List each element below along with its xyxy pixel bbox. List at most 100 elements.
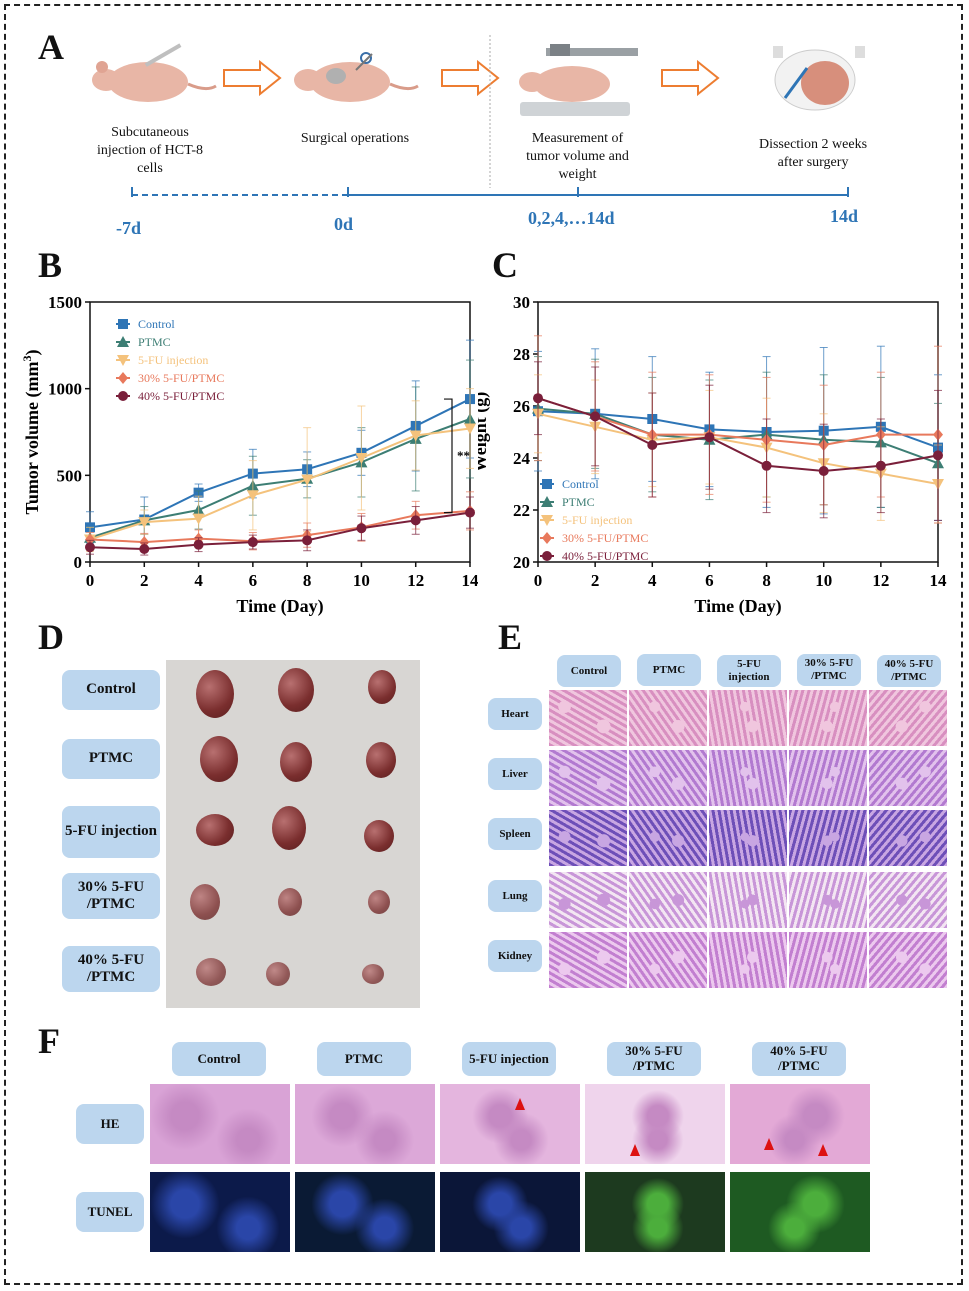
tumor-image <box>272 806 306 850</box>
series-line <box>537 397 939 473</box>
series-line <box>537 410 939 449</box>
histology-tile <box>709 872 787 928</box>
data-point <box>192 513 205 525</box>
he-stain-tile <box>440 1084 580 1164</box>
series-line <box>89 511 471 551</box>
step-text-surgery: Surgical operations <box>300 131 410 146</box>
series-line <box>537 397 938 447</box>
y-tick-label: 28 <box>513 345 530 364</box>
x-tick-label: 12 <box>872 571 889 590</box>
tumor-image <box>362 964 384 984</box>
histology-tile <box>549 750 627 806</box>
x-tick-label: 0 <box>534 571 543 590</box>
e-row-label: Lung <box>488 880 542 912</box>
histology-tile <box>869 872 947 928</box>
data-point <box>590 411 601 422</box>
histology-tile <box>709 750 787 806</box>
histology-tile <box>549 690 627 746</box>
day-label-14: 14d <box>830 206 859 226</box>
mouse-injection-illustration <box>92 43 217 102</box>
e-column-header: PTMC <box>637 654 701 686</box>
tumor-image <box>196 958 226 986</box>
data-point <box>933 450 943 461</box>
e-row-label: Spleen <box>488 818 542 850</box>
x-tick-label: 2 <box>140 571 149 590</box>
data-point <box>193 539 204 550</box>
data-point <box>875 460 886 471</box>
y-tick-label: 22 <box>513 501 530 520</box>
panel-b-label: B <box>38 245 63 285</box>
histology-tile <box>869 810 947 866</box>
day-label-0-14: 0,2,4,…14d <box>528 208 615 228</box>
y-axis-title: Tumor volume (mm3) <box>20 350 43 515</box>
panel-a-label: A <box>38 27 64 67</box>
histology-tile <box>629 690 707 746</box>
he-stain-tile <box>730 1084 870 1164</box>
data-point <box>761 460 772 471</box>
tumor-photo <box>166 660 420 1008</box>
data-point <box>138 517 151 529</box>
x-tick-label: 14 <box>462 571 479 590</box>
histology-tile <box>709 932 787 988</box>
legend-label: 5-FU injection <box>138 353 208 367</box>
x-tick-label: 4 <box>648 571 657 590</box>
data-point <box>118 319 128 329</box>
data-point <box>409 430 422 442</box>
x-axis-title: Time (Day) <box>236 596 323 617</box>
mouse-surgery-illustration <box>294 52 419 102</box>
y-axis-title: Weight (g) <box>478 392 491 473</box>
data-point <box>533 393 543 404</box>
step-text-measurement: Measurement of tumor volume and weight <box>526 131 629 182</box>
data-point <box>117 355 129 366</box>
d-group-control: Control <box>62 670 160 710</box>
e-column-header: 40% 5-FU /PTMC <box>877 655 941 687</box>
day-label-minus7: -7d <box>116 218 142 238</box>
d-group-40: 40% 5-FU /PTMC <box>62 946 160 992</box>
data-point <box>301 474 314 486</box>
x-tick-label: 12 <box>407 571 424 590</box>
histology-tile <box>789 932 867 988</box>
y-tick-label: 0 <box>74 553 83 572</box>
histology-tile <box>789 750 867 806</box>
x-tick-label: 14 <box>930 571 948 590</box>
red-arrow-icon <box>764 1138 774 1150</box>
x-tick-label: 0 <box>86 571 95 590</box>
data-point <box>542 532 552 544</box>
histology-tile <box>629 750 707 806</box>
step-text-injection: Subcutaneous injection of HCT-8 cells <box>96 125 204 176</box>
red-arrow-icon <box>630 1144 640 1156</box>
histology-tile <box>709 810 787 866</box>
x-tick-label: 2 <box>591 571 600 590</box>
legend-label: 5-FU injection <box>562 513 632 527</box>
he-stain-tile <box>150 1084 290 1164</box>
x-tick-label: 10 <box>353 571 370 590</box>
y-tick-label: 30 <box>513 293 530 312</box>
data-point <box>302 535 313 546</box>
legend-label: 30% 5-FU/PTMC <box>562 531 648 545</box>
d-group-ptmc: PTMC <box>62 739 160 779</box>
histology-tile <box>549 810 627 866</box>
histology-tile <box>629 872 707 928</box>
panel-d-label: D <box>38 617 64 657</box>
legend-label: 40% 5-FU/PTMC <box>138 389 224 403</box>
x-tick-label: 8 <box>762 571 771 590</box>
e-row-label: Kidney <box>488 940 542 972</box>
tumor-image <box>200 736 238 782</box>
y-tick-label: 1000 <box>48 380 82 399</box>
histology-tile <box>869 932 947 988</box>
tunel-stain-tile <box>585 1172 725 1252</box>
legend-label: PTMC <box>138 335 171 349</box>
data-point <box>246 490 259 502</box>
significance-marker: ** <box>457 448 470 463</box>
tumor-image <box>278 668 314 712</box>
histology-tile <box>789 810 867 866</box>
red-arrow-icon <box>515 1098 525 1110</box>
x-tick-label: 10 <box>815 571 832 590</box>
e-column-header: 30% 5-FU /PTMC <box>797 654 861 686</box>
data-point <box>542 479 552 489</box>
tumor-image <box>364 820 394 852</box>
he-stain-tile <box>295 1084 435 1164</box>
histology-tile <box>709 690 787 746</box>
tumor-image <box>190 884 220 920</box>
d-group-30: 30% 5-FU /PTMC <box>62 873 160 919</box>
